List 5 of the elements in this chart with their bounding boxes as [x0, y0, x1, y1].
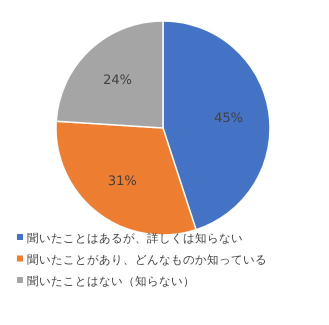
data-label: 31% [108, 174, 137, 189]
legend-label: 聞いたことがあり、どんなものか知っている [27, 252, 267, 266]
data-label: 45% [214, 111, 243, 126]
legend-label: 聞いたことはない（知らない） [27, 274, 195, 288]
data-label: 24% [103, 73, 132, 88]
